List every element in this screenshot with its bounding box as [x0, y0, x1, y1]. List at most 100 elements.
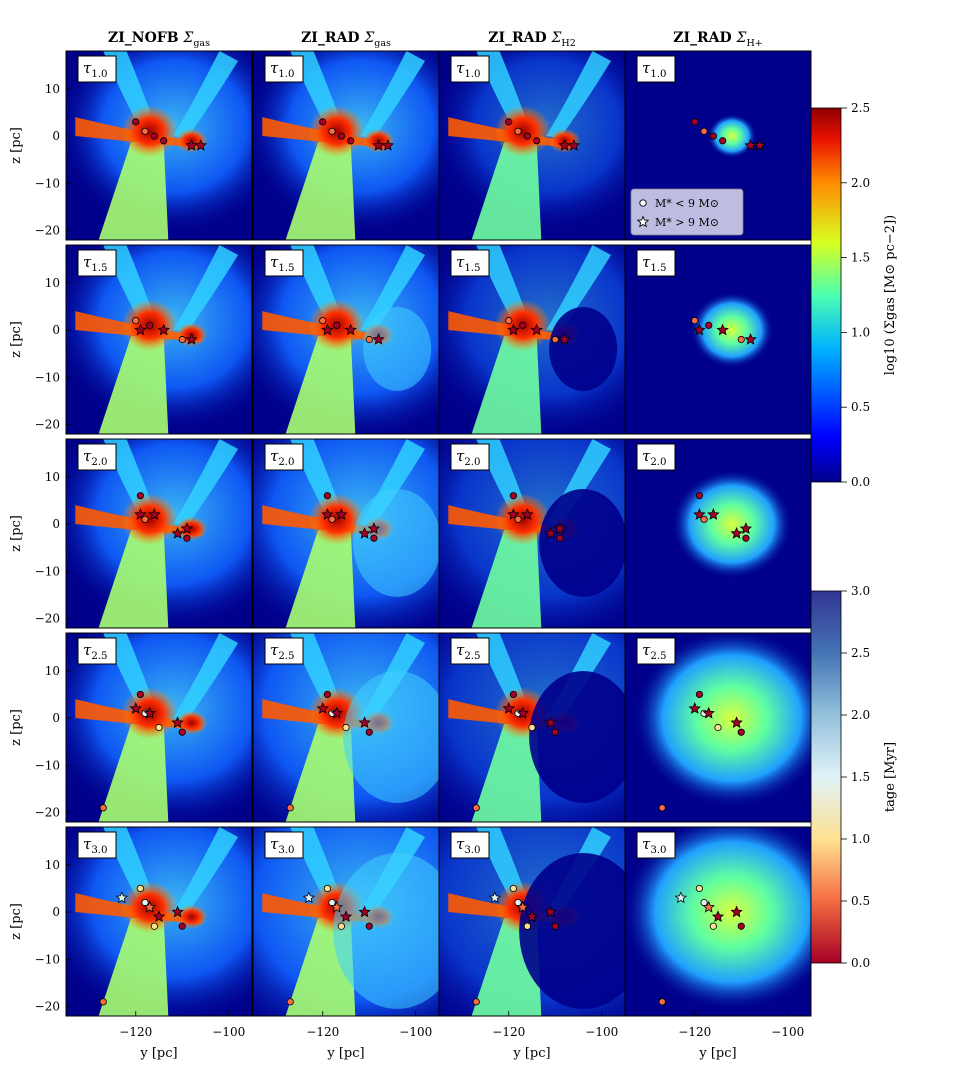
- sink-circle-4: [347, 137, 355, 145]
- sink-circle-7: [183, 534, 191, 542]
- colorbar-gas-tick-label: 1.5: [851, 251, 870, 265]
- sink-circle-6: [150, 922, 158, 930]
- row-label-text: τ2.0: [270, 447, 295, 468]
- panel-r1-c1: τ1.0: [65, 50, 253, 241]
- sink-star-6: [171, 716, 184, 729]
- sink-circle-1: [323, 884, 331, 893]
- sink-circle-3: [700, 515, 708, 523]
- row-label: τ3.0: [636, 831, 676, 859]
- sink-circle-1: [136, 884, 144, 893]
- y-tick-label: 0: [52, 905, 60, 919]
- panel-frame: [65, 826, 253, 1017]
- sink-star-5: [730, 526, 743, 539]
- colorbars: 2.5 2.0 1.5 1.0 0.5 0.0 log10 (Σgas [M⊙ pc−2])…: [810, 101, 898, 970]
- sink-star-2: [302, 891, 315, 904]
- sink-star-6: [558, 332, 571, 345]
- sink-circle-3: [333, 321, 341, 329]
- y-tick-label: −10: [35, 758, 60, 772]
- sink-star-5: [358, 526, 371, 539]
- x-tick-label: −120: [678, 1025, 711, 1039]
- legend-star-marker: [636, 215, 650, 228]
- sink-circle-6: [709, 922, 717, 930]
- sink-star-5: [152, 910, 166, 923]
- sink-star-2: [507, 323, 520, 336]
- sink-circle-1: [136, 492, 144, 500]
- sink-circle-8: [178, 922, 186, 930]
- sink-star-6: [185, 332, 198, 345]
- panel-r5-c2: τ3.0: [252, 826, 440, 1017]
- sink-star-4: [335, 508, 348, 520]
- sink-star-7: [730, 905, 743, 918]
- sink-circle-3: [337, 132, 345, 140]
- sink-star-4: [330, 900, 343, 913]
- sink-star-2: [688, 702, 701, 714]
- sink-circle-1: [691, 118, 699, 126]
- sink-circle-1: [136, 690, 144, 699]
- x-tick-label: −100: [771, 1025, 804, 1039]
- row-label: τ2.0: [450, 443, 490, 471]
- y-tick-label: −10: [35, 952, 60, 966]
- row-label-text: τ2.0: [456, 447, 481, 468]
- legend-circle-label: M* < 9 M⊙: [655, 197, 719, 210]
- sink-star-4: [702, 706, 715, 719]
- y-axis-label: z [pc]: [9, 709, 24, 746]
- sink-circle-1: [509, 884, 518, 893]
- sink-star-4: [157, 323, 170, 336]
- row-label: τ2.5: [77, 637, 117, 665]
- sink-star-6: [367, 522, 381, 535]
- sink-circle-5: [528, 723, 536, 732]
- y-tick-label: 0: [52, 129, 60, 143]
- sink-star-5: [525, 910, 539, 923]
- sink-circle-7: [737, 728, 745, 736]
- legend: M* < 9 M⊙ M* > 9 M⊙: [630, 188, 744, 236]
- panel-frame: [65, 244, 253, 435]
- colorbar-age-tick-label: 2.0: [851, 708, 870, 722]
- sink-circle-7: [178, 728, 186, 736]
- sink-circle-1: [323, 690, 331, 699]
- sink-circle-8: [658, 804, 666, 812]
- x-tick-label: −120: [306, 1025, 339, 1039]
- row-label-text: τ3.0: [642, 835, 667, 856]
- sink-circle-1: [695, 884, 704, 893]
- sink-star-2: [674, 891, 687, 904]
- sink-circle-1: [505, 118, 513, 126]
- x-tick-label: −120: [492, 1025, 525, 1039]
- row-label: τ2.0: [636, 443, 676, 471]
- sink-star-4: [702, 900, 715, 913]
- sink-circle-7: [370, 534, 378, 542]
- panel-r2-c4: τ1.5: [624, 244, 812, 435]
- y-tick-label: −20: [35, 1000, 60, 1014]
- sink-star-2: [321, 323, 334, 336]
- x-tick-label: −100: [212, 1025, 245, 1039]
- sink-circle-1: [319, 118, 327, 126]
- panel-r4-c4: τ2.5: [624, 632, 812, 823]
- sink-circle-5: [365, 335, 373, 344]
- x-tick-label: −100: [585, 1025, 618, 1039]
- y-axis-label: z [pc]: [9, 515, 24, 552]
- sink-star-4: [516, 900, 529, 913]
- sink-circle-5: [155, 723, 163, 732]
- panel-r2-c1: τ1.5: [65, 244, 253, 435]
- panel-r3-c3: τ2.0: [438, 438, 626, 629]
- row-label: τ1.5: [450, 249, 490, 277]
- panel-frame: [65, 438, 253, 629]
- sink-circle-7: [551, 728, 559, 736]
- column-titles: ZI_NOFB Σgas ZI_RAD Σgas ZI_RAD ΣH2 ZI_RAD …: [108, 30, 763, 49]
- row-label: τ1.5: [77, 249, 117, 277]
- y-axis-label: z [pc]: [9, 321, 24, 358]
- row-label: τ2.0: [264, 443, 304, 471]
- sink-star-6: [180, 522, 194, 535]
- sink-circle-9: [658, 998, 666, 1006]
- panel-r5-c3: τ3.0: [438, 826, 626, 1017]
- row-label-text: τ1.5: [642, 253, 667, 274]
- colorbar-age-tick-label: 0.0: [851, 956, 870, 970]
- panel-r3-c4: τ2.0: [624, 438, 812, 629]
- sink-circle-7: [742, 534, 750, 542]
- colorbar-age-label: tage [Myr]: [883, 742, 898, 812]
- sink-circle-9: [472, 998, 480, 1006]
- row-label-text: τ1.0: [83, 59, 108, 80]
- sink-circle-3: [141, 898, 149, 907]
- row-label: τ1.0: [450, 55, 490, 83]
- colorbar-gas-bar: [810, 107, 842, 483]
